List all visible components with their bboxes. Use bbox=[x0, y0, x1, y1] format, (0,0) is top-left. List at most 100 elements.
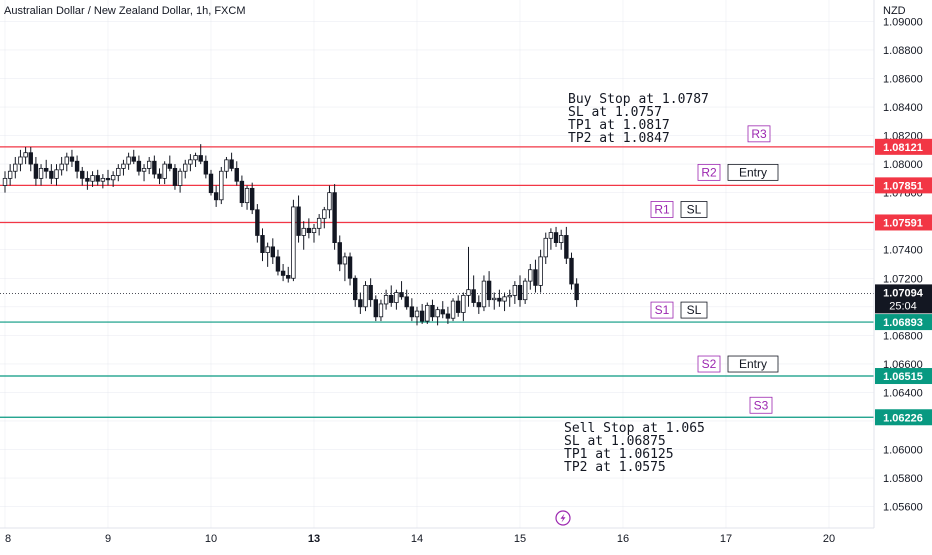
candle-down bbox=[471, 289, 476, 303]
candle-up bbox=[64, 156, 69, 165]
y-tick-label: 1.08400 bbox=[883, 102, 923, 114]
price-tag-label: 1.06515 bbox=[883, 371, 923, 383]
candle-up bbox=[188, 159, 193, 165]
x-tick-label: 20 bbox=[823, 533, 835, 545]
annotation-line: TP2 at 1.0575 bbox=[564, 460, 666, 475]
candle-up bbox=[183, 163, 188, 172]
candle-down bbox=[497, 297, 502, 302]
level-name-label: S1 bbox=[655, 303, 670, 317]
level-box bbox=[697, 355, 721, 373]
candle-up bbox=[193, 155, 198, 161]
y-tick-label: 1.05600 bbox=[883, 502, 923, 514]
candle-down bbox=[564, 235, 569, 259]
candle-up bbox=[311, 227, 317, 234]
x-tick-label: 16 bbox=[617, 533, 629, 545]
candle-down bbox=[69, 156, 75, 162]
candle-down bbox=[399, 292, 404, 298]
price-tag-bg bbox=[875, 138, 932, 155]
level-lines: R3 R2 Entry R1 SL S1 SL S2 Entry S3 bbox=[0, 125, 874, 418]
y-tick-label: 1.07200 bbox=[883, 273, 923, 285]
level-box bbox=[747, 125, 771, 143]
candle-up bbox=[301, 227, 306, 236]
candle-up bbox=[466, 289, 471, 296]
candle-up bbox=[450, 300, 456, 319]
annotation-line: Buy Stop at 1.0787 bbox=[568, 92, 709, 107]
candle-down bbox=[569, 257, 574, 285]
time-axis[interactable]: 8 9 10 13 14 15 16 17 20 bbox=[0, 527, 874, 545]
candle-down bbox=[347, 256, 353, 279]
candle-down bbox=[486, 280, 492, 301]
candle-down bbox=[280, 270, 286, 276]
candle-down bbox=[517, 285, 523, 301]
candle-up bbox=[502, 296, 507, 302]
candle-up bbox=[414, 310, 420, 318]
price-tag-label: 1.06893 bbox=[883, 317, 923, 329]
candle-up bbox=[492, 297, 497, 301]
level-tag-label: SL bbox=[687, 303, 702, 317]
candle-down bbox=[152, 160, 157, 175]
candle-down bbox=[74, 160, 80, 172]
annotation-line: SL at 1.06875 bbox=[564, 434, 666, 449]
candle-up bbox=[2, 177, 8, 186]
candle-down bbox=[445, 313, 451, 319]
candle-up bbox=[13, 163, 18, 172]
candle-up bbox=[461, 294, 466, 313]
candle-down bbox=[85, 177, 90, 182]
candle-up bbox=[7, 170, 13, 179]
level-name-label: S2 bbox=[702, 357, 717, 371]
candle-up bbox=[507, 294, 512, 298]
price-tag-bg bbox=[875, 368, 932, 385]
candle-down bbox=[49, 170, 54, 179]
candle-down bbox=[476, 302, 481, 308]
candle-down bbox=[368, 285, 373, 301]
candle-up bbox=[54, 169, 59, 179]
candle-down bbox=[270, 246, 275, 258]
candle-down bbox=[172, 167, 178, 186]
candle-down bbox=[136, 160, 142, 172]
candle-up bbox=[224, 159, 229, 172]
candle-down bbox=[574, 283, 579, 301]
candle-down bbox=[337, 242, 342, 265]
candle-up bbox=[141, 167, 147, 172]
candle-down bbox=[260, 235, 265, 253]
lightning-icon[interactable] bbox=[555, 510, 571, 526]
x-tick-label: 15 bbox=[514, 533, 526, 545]
annotation-line: Sell Stop at 1.065 bbox=[564, 421, 705, 436]
candle-up bbox=[59, 163, 64, 171]
level-box bbox=[749, 396, 773, 414]
candle-down bbox=[296, 206, 301, 236]
candle-up bbox=[18, 156, 23, 165]
price-tag-label: 1.08121 bbox=[883, 142, 923, 154]
candle-down bbox=[167, 163, 172, 169]
candle-down bbox=[157, 173, 162, 179]
candle-up bbox=[543, 237, 548, 258]
candle-up bbox=[121, 163, 126, 169]
candle-down bbox=[409, 306, 415, 318]
candle-up bbox=[100, 177, 106, 182]
level-tag-box bbox=[727, 163, 779, 181]
candle-down bbox=[430, 304, 435, 318]
candle-up bbox=[528, 269, 533, 282]
candle-down bbox=[105, 177, 111, 181]
candle-up bbox=[90, 175, 95, 182]
countdown-label: 25:04 bbox=[889, 300, 917, 312]
level-name-label: R2 bbox=[701, 165, 717, 179]
y-tick-label: 1.08600 bbox=[883, 73, 923, 85]
candle-up bbox=[559, 235, 564, 243]
candlestick-series bbox=[2, 144, 579, 326]
candle-up bbox=[538, 256, 543, 286]
level-tag-box bbox=[727, 355, 779, 373]
price-tag-label: 1.07851 bbox=[883, 180, 923, 192]
annotation-line: TP1 at 1.06125 bbox=[564, 447, 674, 462]
x-tick-label: 10 bbox=[205, 533, 217, 545]
annotation-line: SL at 1.0757 bbox=[568, 105, 662, 120]
candle-up bbox=[327, 192, 332, 211]
level-box bbox=[650, 201, 674, 218]
candle-down bbox=[239, 180, 245, 204]
level-tag-label: Entry bbox=[739, 357, 767, 371]
candle-down bbox=[44, 167, 49, 172]
candle-up bbox=[342, 256, 348, 265]
